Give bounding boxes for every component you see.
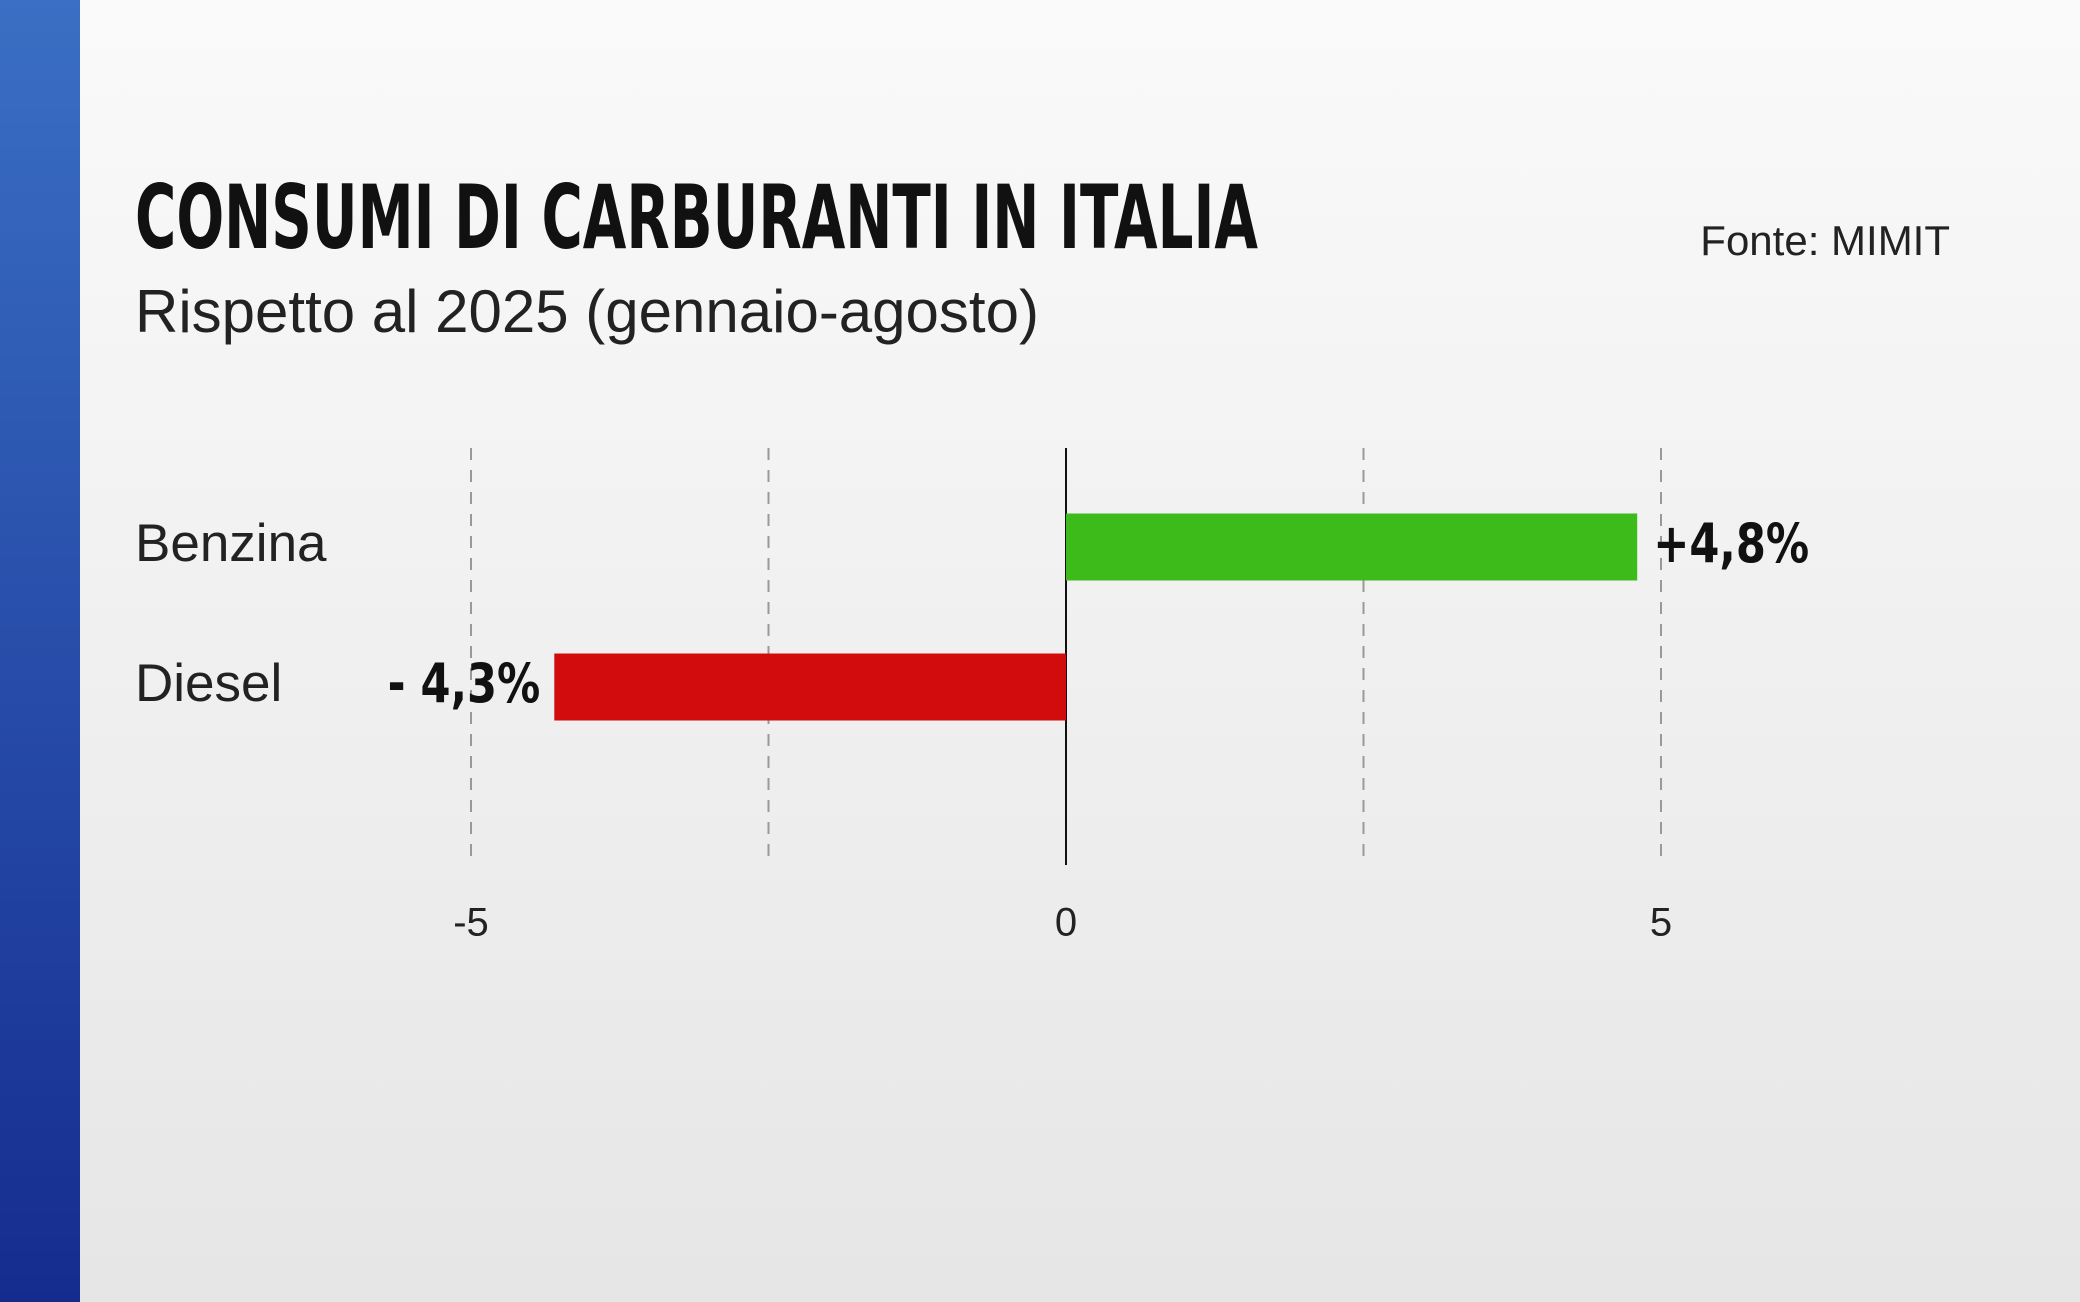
chart-title: CONSUMI DI CARBURANTI IN ITALIA <box>135 166 1258 269</box>
bar <box>1066 513 1638 581</box>
value-label: +4,8% <box>1653 512 1809 575</box>
value-label: - 4,3% <box>388 652 541 715</box>
x-tick-label: -5 <box>453 901 489 945</box>
x-tick-label: 0 <box>1055 901 1077 945</box>
category-label: Benzina <box>135 514 327 573</box>
bar <box>554 653 1066 721</box>
category-label: Diesel <box>135 654 282 713</box>
x-tick-label: 5 <box>1650 901 1672 945</box>
source: Fonte: MIMIT <box>1700 217 1950 264</box>
side-strip <box>0 0 80 1302</box>
chart-subtitle: Rispetto al 2025 (gennaio-agosto) <box>135 278 1039 345</box>
